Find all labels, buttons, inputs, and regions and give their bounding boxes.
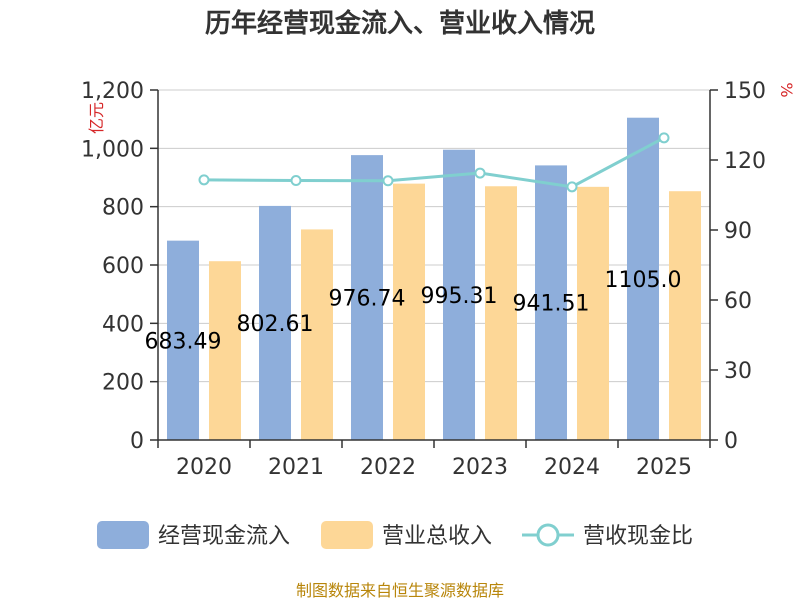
right-axis-tick-label: 90 — [724, 219, 752, 244]
legend-label-cash-inflow: 经营现金流入 — [158, 524, 290, 549]
bar-revenue — [393, 183, 425, 440]
bar-cash-inflow — [351, 155, 383, 440]
x-axis-tick-label: 2023 — [452, 455, 508, 480]
legend-label-revenue: 营业总收入 — [382, 524, 492, 549]
ratio-point — [474, 167, 486, 179]
bars — [167, 117, 701, 441]
x-axis-tick-label: 2024 — [544, 455, 600, 480]
bar-value-label: 802.61 — [237, 312, 314, 337]
legend-swatch-revenue — [321, 521, 373, 549]
ratio-point — [658, 132, 670, 144]
ratio-point — [566, 181, 578, 193]
left-axis-tick-label: 0 — [130, 429, 144, 454]
right-axis-tick-label: 30 — [724, 359, 752, 384]
grid-lines — [158, 89, 710, 383]
bar-labels: 683.49 802.61 976.74 995.31 941.51 1105.0 — [145, 268, 682, 354]
axes: 0 200 400 600 800 1,000 1,200 0 30 60 90 120 150 2020… — [81, 79, 766, 480]
x-axis-tick-label: 2022 — [360, 455, 416, 480]
chart-title: 历年经营现金流入、营业收入情况 — [205, 8, 595, 39]
bar-cash-inflow — [627, 117, 659, 440]
left-axis-tick-label: 800 — [102, 196, 144, 221]
ratio-point — [290, 175, 302, 187]
bar-cash-inflow — [443, 149, 475, 441]
ratio-line — [198, 132, 670, 193]
bar-value-label: 683.49 — [145, 329, 222, 354]
legend-swatch-cash-inflow — [97, 521, 149, 549]
right-axis-tick-label: 0 — [724, 429, 738, 454]
ratio-point — [198, 174, 210, 186]
legend-label-ratio: 营收现金比 — [583, 524, 693, 549]
bar-revenue — [485, 186, 517, 440]
left-axis-tick-label: 1,200 — [81, 79, 144, 104]
bar-value-label: 995.31 — [421, 284, 498, 309]
ratio-point — [382, 175, 394, 187]
right-axis-tick-label: 150 — [724, 79, 766, 104]
bar-cash-inflow — [259, 205, 291, 440]
left-axis-tick-label: 400 — [102, 312, 144, 337]
legend-swatch-ratio-marker — [536, 523, 560, 547]
bar-value-label: 1105.0 — [605, 268, 682, 293]
source-note: 制图数据来自恒生聚源数据库 — [296, 581, 504, 600]
left-axis-unit: 亿元 — [87, 102, 106, 134]
bar-value-label: 941.51 — [513, 292, 590, 317]
bar-revenue — [669, 191, 701, 440]
right-axis-tick-label: 60 — [724, 289, 752, 314]
legend: 经营现金流入 营业总收入 营收现金比 — [97, 521, 693, 549]
bar-cash-inflow — [167, 240, 199, 440]
x-axis-tick-label: 2020 — [176, 455, 232, 480]
bar-revenue — [577, 186, 609, 440]
x-axis-tick-label: 2025 — [636, 455, 692, 480]
right-axis-unit: % — [777, 82, 796, 97]
left-axis-tick-label: 1,000 — [81, 137, 144, 162]
x-axis-tick-label: 2021 — [268, 455, 324, 480]
right-axis-tick-label: 120 — [724, 149, 766, 174]
bar-revenue — [301, 229, 333, 440]
bar-cash-inflow — [535, 165, 567, 440]
ratio-line-path — [203, 136, 665, 189]
left-axis-tick-label: 600 — [102, 254, 144, 279]
bar-revenue — [209, 261, 241, 440]
left-axis-tick-label: 200 — [102, 371, 144, 396]
bar-value-label: 976.74 — [329, 287, 406, 312]
